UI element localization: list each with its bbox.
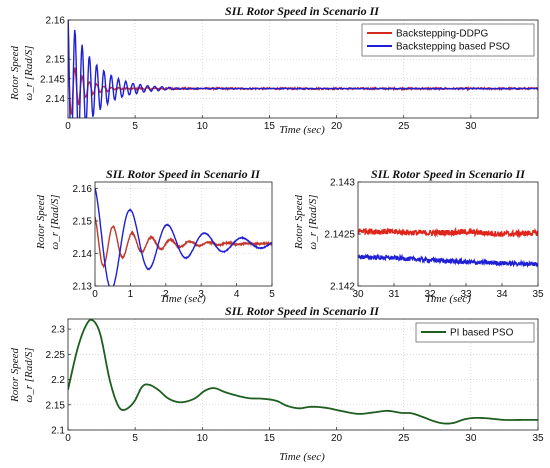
midleft-xtick-label: 3 xyxy=(198,289,204,300)
bottom-xtick-label: 5 xyxy=(132,433,138,444)
midleft-ytick-label: 2.14 xyxy=(73,249,93,260)
bottom-chart-ylabel: Rotor Speed xyxy=(9,347,21,403)
midleft-ytick-label: 2.16 xyxy=(73,184,93,195)
mid-left-chart-ylabel: Rotor Speed xyxy=(35,194,47,250)
mid-right-chart-title: SIL Rotor Speed in Scenario II xyxy=(371,167,526,181)
top-xtick-label: 30 xyxy=(465,121,477,132)
mid-left-chart-title: SIL Rotor Speed in Scenario II xyxy=(106,167,261,181)
bottom-xtick-label: 25 xyxy=(398,433,410,444)
top-chart-xlabel: Time (sec) xyxy=(279,124,325,136)
midleft-xtick-label: 4 xyxy=(234,289,240,300)
midleft-ytick-label: 2.13 xyxy=(73,282,93,293)
bottom-chart-xlabel: Time (sec) xyxy=(279,451,325,463)
midleft-xtick-label: 0 xyxy=(92,289,98,300)
bottom-legend-label-1: PI based PSO xyxy=(450,328,514,339)
bottom-xtick-label: 30 xyxy=(465,433,477,444)
bottom-ytick-label: 2.3 xyxy=(51,325,65,336)
midleft-axes-frame xyxy=(94,181,273,287)
mid-right-chart-ylabel-unit: ω_r [Rad/S] xyxy=(307,194,319,249)
bottom-xtick-label: 0 xyxy=(65,433,71,444)
midright-xtick-label: 32 xyxy=(424,289,436,300)
midleft-xtick-label: 5 xyxy=(269,289,275,300)
mid-right-chart-xlabel: Time (sec) xyxy=(425,293,471,305)
top-xtick-label: 0 xyxy=(65,121,71,132)
top-xtick-label: 5 xyxy=(132,121,138,132)
bottom-chart-ylabel-unit: ω_r [Rad/S] xyxy=(23,347,35,402)
bottom-chart: SIL Rotor Speed in Scenario II Time (sec… xyxy=(9,304,544,463)
midleft-series-2-line xyxy=(95,187,272,286)
mid-left-chart: SIL Rotor Speed in Scenario II Time (sec… xyxy=(35,167,275,305)
midright-xtick-label: 33 xyxy=(460,289,472,300)
midleft-xtick-label: 1 xyxy=(128,289,134,300)
midleft-xtick-label: 2 xyxy=(163,289,169,300)
bottom-ytick-label: 2.2 xyxy=(51,375,65,386)
midright-ytick-label: 2.143 xyxy=(330,178,355,189)
midright-xtick-label: 30 xyxy=(352,289,364,300)
bottom-series-1-line xyxy=(68,319,538,425)
midright-series-1-line xyxy=(358,226,538,239)
midleft-series-1-line xyxy=(95,216,272,269)
bottom-chart-title: SIL Rotor Speed in Scenario II xyxy=(225,304,380,318)
bottom-legend-box xyxy=(415,322,535,343)
top-ytick-label: 2.14 xyxy=(46,94,66,105)
bottom-axes-frame xyxy=(67,318,539,431)
top-chart-ylabel: Rotor Speed xyxy=(9,45,21,101)
top-xtick-label: 10 xyxy=(197,121,209,132)
midright-series-2-line xyxy=(358,253,538,269)
bottom-xtick-label: 10 xyxy=(197,433,209,444)
bottom-xtick-label: 15 xyxy=(264,433,276,444)
top-legend-label-2: Backstepping based PSO xyxy=(396,42,510,53)
bottom-xtick-label: 20 xyxy=(331,433,343,444)
top-xtick-label: 20 xyxy=(331,121,343,132)
bottom-ytick-label: 2.25 xyxy=(46,350,66,361)
top-axes-frame xyxy=(67,19,539,119)
midright-xtick-label: 35 xyxy=(532,289,544,300)
top-xtick-label: 25 xyxy=(398,121,410,132)
top-ytick-label: 2.16 xyxy=(46,16,66,27)
midright-ytick-label: 2.142 xyxy=(330,282,355,293)
mid-right-chart: SIL Rotor Speed in Scenario II Time (sec… xyxy=(293,167,544,305)
midright-xtick-label: 34 xyxy=(496,289,508,300)
top-series-2-line xyxy=(68,20,538,118)
midright-ytick-label: 2.1425 xyxy=(324,230,355,241)
top-xtick-label: 15 xyxy=(264,121,276,132)
top-chart: SIL Rotor Speed in Scenario II Time (sec… xyxy=(9,4,539,136)
mid-left-chart-xlabel: Time (sec) xyxy=(160,293,206,305)
mid-right-chart-ylabel: Rotor Speed xyxy=(293,194,305,250)
top-legend-label-1: Backstepping-DDPG xyxy=(396,29,488,40)
bottom-ytick-label: 2.15 xyxy=(46,400,66,411)
midleft-plot-area xyxy=(95,182,272,286)
top-legend-box xyxy=(361,23,535,57)
midright-xtick-label: 31 xyxy=(388,289,400,300)
top-chart-title: SIL Rotor Speed in Scenario II xyxy=(225,4,380,18)
top-ytick-label: 2.15 xyxy=(46,55,66,66)
top-ytick-label: 2.145 xyxy=(40,74,65,85)
bottom-xtick-label: 35 xyxy=(532,433,544,444)
mid-left-chart-ylabel-unit: ω_r [Rad/S] xyxy=(49,194,61,249)
top-chart-ylabel-unit: ω_r [Rad/S] xyxy=(23,45,35,100)
bottom-ytick-label: 2.1 xyxy=(51,426,65,437)
midleft-ytick-label: 2.15 xyxy=(73,217,93,228)
